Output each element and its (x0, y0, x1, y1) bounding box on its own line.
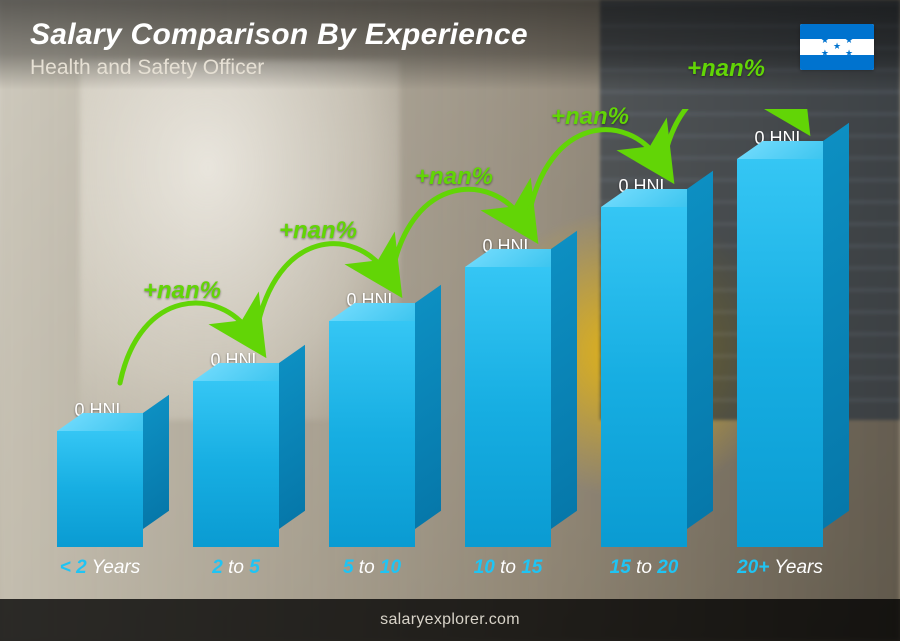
bar-2: 0 HNL5 to 10 (312, 290, 432, 579)
x-axis-label: 2 to 5 (212, 557, 260, 579)
bar-1: 0 HNL2 to 5 (176, 350, 296, 579)
bar-3: 0 HNL10 to 15 (448, 236, 568, 579)
delta-label: +nan% (415, 163, 493, 191)
footer-source: salaryexplorer.com (380, 611, 520, 629)
bar-4: 0 HNL15 to 20 (584, 176, 704, 579)
delta-label: +nan% (551, 103, 629, 131)
x-axis-label: 5 to 10 (343, 557, 401, 579)
chart-title: Salary Comparison By Experience (30, 18, 872, 52)
x-axis-label: < 2 Years (60, 557, 140, 579)
footer: salaryexplorer.com (0, 599, 900, 641)
country-flag-honduras: ★★ ★ ★★ (800, 24, 874, 70)
delta-label: +nan% (687, 55, 765, 83)
x-axis-label: 10 to 15 (474, 557, 543, 579)
delta-label: +nan% (143, 277, 221, 305)
delta-label: +nan% (279, 217, 357, 245)
x-axis-label: 20+ Years (737, 557, 823, 579)
x-axis-label: 15 to 20 (610, 557, 679, 579)
bar-5: 0 HNL20+ Years (720, 128, 840, 579)
bar-chart: 0 HNL< 2 Years0 HNL2 to 50 HNL5 to 100 H… (40, 109, 840, 579)
bar-0: 0 HNL< 2 Years (40, 400, 160, 579)
